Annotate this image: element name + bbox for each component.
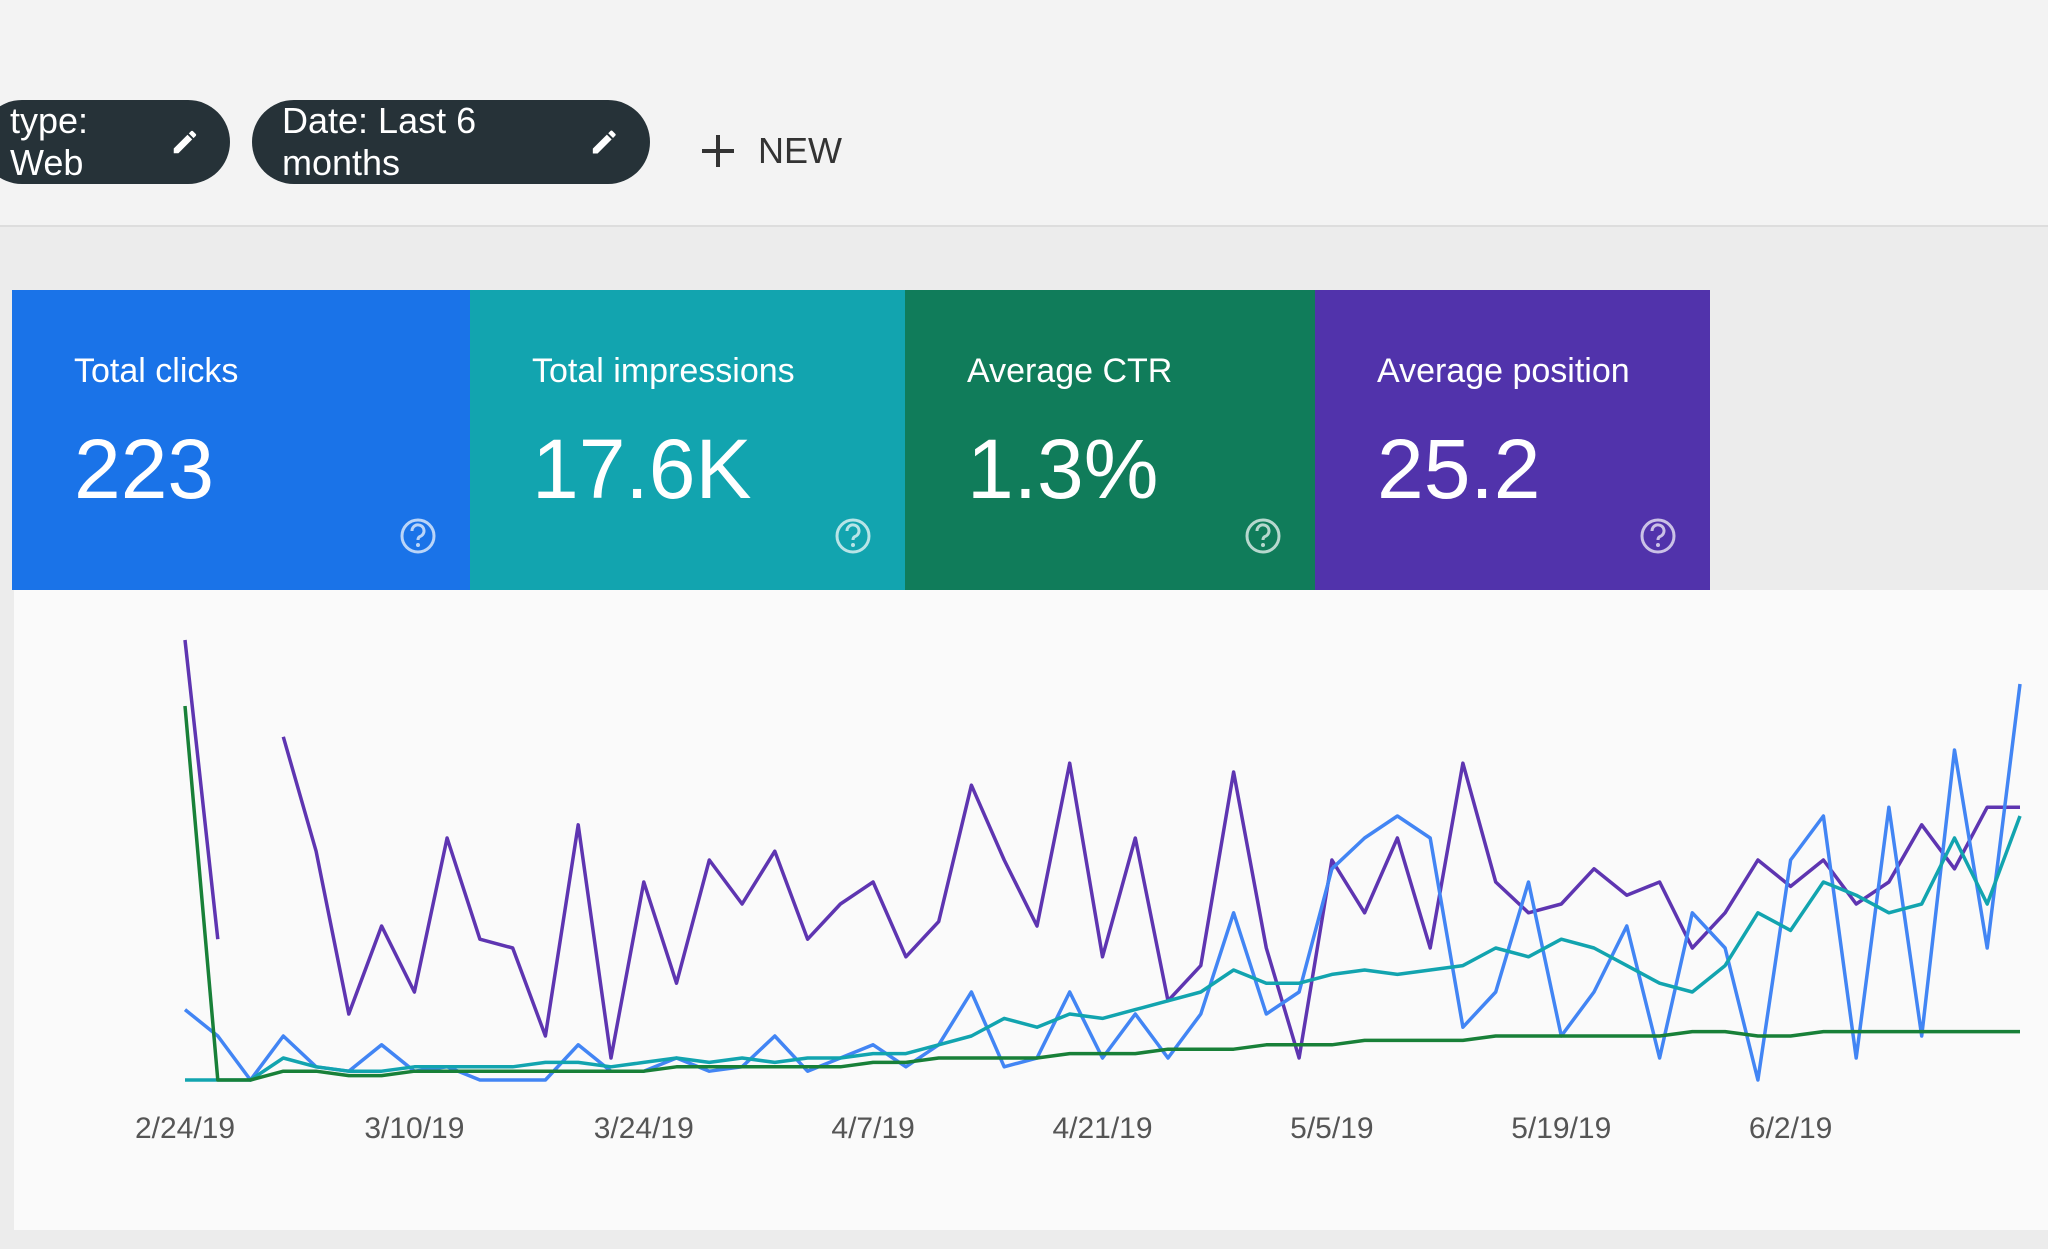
metric-value: 17.6K <box>532 422 752 516</box>
x-tick-label: 3/10/19 <box>364 1112 464 1145</box>
new-label: NEW <box>758 130 842 171</box>
metric-value: 223 <box>74 422 215 516</box>
metric-card[interactable]: Average position 25.2 <box>1315 290 1710 590</box>
chip-label: type: Web <box>10 100 89 183</box>
chip-label: Date: Last 6 months <box>282 100 477 183</box>
series-line <box>183 639 2020 1060</box>
x-tick-label: 2/24/19 <box>135 1112 235 1145</box>
metric-card[interactable]: Total impressions 17.6K <box>470 290 905 590</box>
metric-label: Total impressions <box>532 352 795 390</box>
metric-value: 25.2 <box>1377 422 1541 516</box>
filter-chip[interactable]: type: Web <box>0 100 230 184</box>
help-icon[interactable] <box>1243 516 1283 556</box>
metric-label: Average CTR <box>967 352 1173 390</box>
x-tick-label: 5/19/19 <box>1511 1112 1611 1145</box>
metric-card[interactable]: Total clicks 223 <box>12 290 470 590</box>
toolbar: type: Web Date: Last 6 months NEW <box>0 0 2048 227</box>
x-tick-label: 6/2/19 <box>1749 1112 1832 1145</box>
x-tick-label: 5/5/19 <box>1290 1112 1373 1145</box>
series-line <box>183 683 2022 1082</box>
help-icon[interactable] <box>398 516 438 556</box>
plus-icon <box>702 135 734 167</box>
help-icon[interactable] <box>1638 516 1678 556</box>
metric-label: Total clicks <box>74 352 239 390</box>
edit-icon <box>593 130 617 154</box>
metric-label: Average position <box>1377 352 1630 390</box>
metric-card[interactable]: Average CTR 1.3% <box>905 290 1315 590</box>
edit-icon <box>173 130 197 154</box>
x-tick-label: 3/24/19 <box>594 1112 694 1145</box>
new-button[interactable]: NEW <box>700 130 842 172</box>
x-tick-label: 4/7/19 <box>831 1112 914 1145</box>
x-tick-label: 4/21/19 <box>1052 1112 1152 1145</box>
chart: 2/24/19 3/10/19 3/24/19 4/7/19 4/21/19 5/5/19… <box>135 639 2022 1145</box>
series-line <box>185 815 2022 1082</box>
filter-chip[interactable]: Date: Last 6 months <box>252 100 650 184</box>
series-line <box>183 705 2020 1082</box>
help-icon[interactable] <box>833 516 873 556</box>
metric-value: 1.3% <box>967 422 1159 516</box>
